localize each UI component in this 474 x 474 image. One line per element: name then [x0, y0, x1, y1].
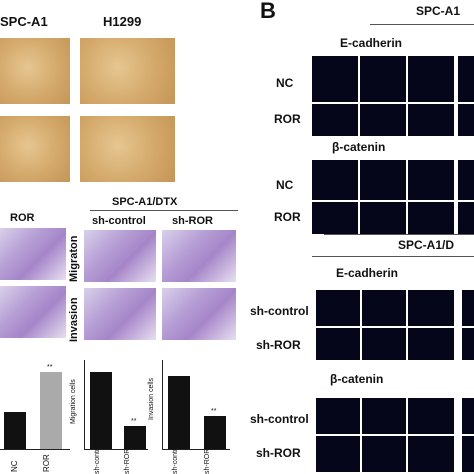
bar-sh-control [90, 372, 112, 449]
panel-b: B SPC-A1 E-cadherin NC ROR β-catenin NC … [248, 0, 474, 474]
bar-sh-control [168, 376, 190, 449]
row-nc: NC [276, 76, 294, 90]
dtx-header: SPC-A1/DTX [112, 196, 178, 208]
fluorescence-image [462, 328, 474, 360]
tick-sh-ror: sh-ROR [124, 448, 131, 474]
fluorescence-image [360, 104, 406, 136]
col-header-spc-a1: SPC-A1 [0, 14, 48, 29]
fluorescence-image [408, 56, 454, 102]
fluorescence-image [408, 290, 454, 326]
fluorescence-image [316, 436, 360, 472]
significance-label: ** [211, 408, 217, 415]
header-divider [324, 234, 474, 235]
fluorescence-image [408, 104, 454, 136]
transwell-image [84, 230, 156, 282]
fluorescence-image [408, 398, 454, 434]
transwell-image [84, 288, 156, 340]
fluorescence-image [312, 202, 358, 234]
row-sh-control: sh-control [250, 412, 309, 426]
bar-sh-ror [124, 426, 146, 449]
transwell-image [0, 228, 66, 280]
fluorescence-image [360, 160, 406, 200]
bar-chart-ror: ** [0, 360, 72, 450]
ror-label: ROR [10, 212, 35, 224]
col-header-h1299: H1299 [103, 14, 142, 29]
fluorescence-image [362, 436, 406, 472]
fluorescence-image [458, 202, 474, 234]
tick-sh-control: sh-control [94, 443, 101, 474]
transwell-image [0, 286, 66, 338]
fluorescence-image [312, 160, 358, 200]
fluorescence-image [458, 160, 474, 200]
marker-e-cadherin: E-cadherin [336, 266, 399, 280]
dtx-col-sh-ror: sh-ROR [172, 215, 213, 227]
ylabel-migration: Migration cells [70, 379, 77, 424]
fluorescence-image [316, 328, 360, 360]
fluorescence-image [462, 290, 474, 326]
header-spc-a1: SPC-A1 [416, 4, 461, 18]
row-sh-ror: sh-ROR [256, 446, 301, 460]
fluorescence-image [408, 436, 454, 472]
header-divider [312, 256, 474, 257]
x-axis [0, 449, 70, 450]
dtx-row-migration: Migraton [68, 235, 80, 282]
tick-nc: NC [10, 460, 19, 472]
fluorescence-image [362, 328, 406, 360]
fluorescence-image [362, 398, 406, 434]
marker-beta-catenin: β-catenin [330, 372, 384, 386]
fluorescence-image [458, 104, 474, 136]
fluorescence-image [458, 56, 474, 102]
y-axis [162, 360, 163, 450]
fluorescence-image [316, 398, 360, 434]
brightfield-image [80, 116, 175, 182]
row-sh-control: sh-control [250, 304, 309, 318]
bar-chart-invasion: ** [162, 360, 232, 450]
fluorescence-image [360, 56, 406, 102]
bar-ror [40, 372, 62, 449]
fluorescence-image [312, 104, 358, 136]
row-ror: ROR [274, 112, 301, 126]
dtx-row-invasion: Invasion [68, 297, 80, 342]
tick-sh-control: sh-control [172, 443, 179, 474]
tick-ror: ROR [42, 454, 51, 472]
bar-nc [4, 412, 26, 449]
fluorescence-image [408, 160, 454, 200]
header-spc-a1-d: SPC-A1/D [398, 238, 455, 252]
brightfield-image [0, 38, 70, 104]
marker-e-cadherin: E-cadherin [340, 36, 403, 50]
fluorescence-image [362, 290, 406, 326]
fluorescence-image [316, 290, 360, 326]
fluorescence-image [360, 202, 406, 234]
brightfield-image [80, 38, 175, 104]
marker-beta-catenin: β-catenin [332, 140, 386, 154]
row-nc: NC [276, 178, 294, 192]
x-axis [84, 449, 148, 450]
y-axis [84, 360, 85, 450]
transwell-image [162, 288, 236, 340]
tick-sh-ror: sh-ROR [204, 448, 211, 474]
bar-chart-migration: ** [84, 360, 150, 450]
header-divider [370, 24, 474, 25]
fluorescence-image [462, 398, 474, 434]
significance-label: ** [47, 364, 53, 371]
dtx-col-sh-control: sh-control [92, 215, 146, 227]
brightfield-image [0, 116, 70, 182]
x-axis [162, 449, 230, 450]
bar-sh-ror [204, 416, 226, 449]
significance-label: ** [131, 418, 137, 425]
transwell-image [162, 230, 236, 282]
row-ror: ROR [274, 210, 301, 224]
header-divider [90, 210, 238, 211]
row-sh-ror: sh-ROR [256, 338, 301, 352]
fluorescence-image [462, 436, 474, 472]
fluorescence-image [408, 328, 454, 360]
fluorescence-image [312, 56, 358, 102]
panel-label-b: B [260, 0, 276, 23]
ylabel-invasion: Invasion cells [148, 377, 155, 420]
fluorescence-image [408, 202, 454, 234]
